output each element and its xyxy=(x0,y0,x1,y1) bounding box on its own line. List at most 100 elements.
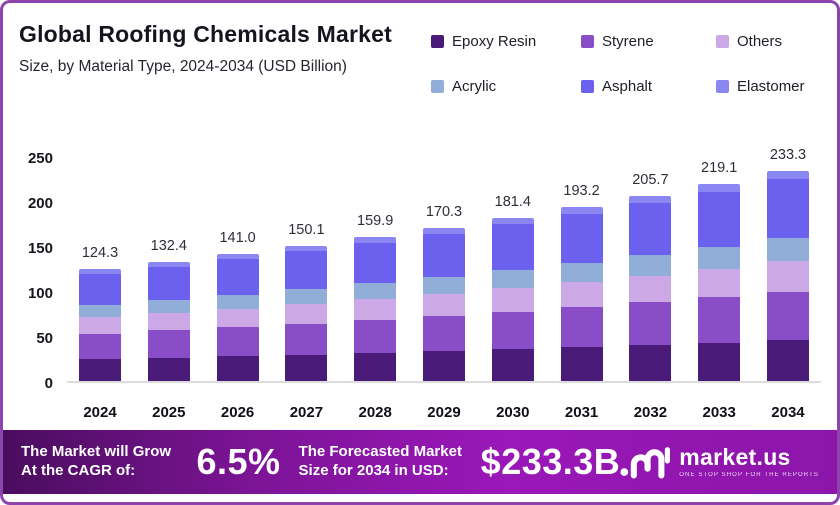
bar-segment-acrylic xyxy=(766,238,809,262)
x-tick-label: 2024 xyxy=(83,404,117,421)
plot-area: 124.3 132.4 141.0 150.1 159.9 170.3 181.4 193.2… xyxy=(67,147,821,383)
x-tick-label: 2030 xyxy=(496,404,530,421)
x-tick-label: 2032 xyxy=(633,404,668,421)
x-tick-label: 2029 xyxy=(427,404,461,421)
legend-item-asphalt: Asphalt xyxy=(581,78,716,95)
bar-segment-epoxy-resin xyxy=(698,342,741,381)
bar-segment-styrene xyxy=(629,302,672,345)
bar-segment-asphalt xyxy=(216,259,259,295)
legend-item-epoxy-resin: Epoxy Resin xyxy=(431,33,581,50)
bar-segment-elastomer xyxy=(216,254,259,260)
bar-segment-asphalt xyxy=(79,273,121,305)
bar-total-label: 141.0 xyxy=(219,230,256,247)
bar-segment-styrene xyxy=(491,311,534,350)
forecast-label: The Forecasted Market Size for 2034 in U… xyxy=(299,443,477,481)
bar-segment-styrene xyxy=(766,291,809,341)
bar-stack xyxy=(285,245,328,381)
bar-segment-acrylic xyxy=(422,276,465,294)
bar-segment-epoxy-resin xyxy=(147,357,190,381)
bar-total-label: 233.3 xyxy=(769,147,807,164)
bar-segment-epoxy-resin xyxy=(422,351,465,381)
cagr-label: The Market will Grow At the CAGR of: xyxy=(21,443,190,481)
bar-total-label: 150.1 xyxy=(288,221,325,238)
bar-segment-acrylic xyxy=(491,269,534,288)
bar-segment-others xyxy=(216,308,259,328)
bar-segment-acrylic xyxy=(147,299,190,314)
bar-segment-acrylic xyxy=(560,262,603,282)
bar-segment-epoxy-resin xyxy=(216,356,259,381)
legend-item-elastomer: Elastomer xyxy=(716,78,821,95)
bar-segment-others xyxy=(491,287,534,312)
bar-segment-asphalt xyxy=(285,251,328,290)
bar-segment-asphalt xyxy=(422,233,465,277)
bar-segment-others xyxy=(285,303,328,324)
legend-swatch-epoxy-resin xyxy=(431,35,444,48)
forecast-value: $233.3B xyxy=(480,441,621,482)
x-tick-label: 2025 xyxy=(152,404,186,421)
bar-segment-acrylic xyxy=(629,255,672,276)
bar-segment-epoxy-resin xyxy=(354,352,397,381)
bar-segment-acrylic xyxy=(79,304,121,318)
bar-column-2028: 159.9 xyxy=(354,213,397,381)
bar-total-label: 170.3 xyxy=(425,203,463,220)
bar-segment-elastomer xyxy=(766,171,809,180)
bar-stack xyxy=(422,227,465,381)
bar-segment-others xyxy=(422,293,465,316)
bar-column-2026: 141.0 xyxy=(216,230,259,381)
x-tick-label: 2033 xyxy=(702,404,736,421)
bar-segment-others xyxy=(560,281,603,308)
bar-segment-styrene xyxy=(79,333,121,360)
header: Global Roofing Chemicals Market Size, by… xyxy=(19,21,429,76)
x-tick-label: 2031 xyxy=(564,404,599,421)
forecast-label-line1: The Forecasted Market xyxy=(298,443,462,461)
legend-label: Styrene xyxy=(602,33,654,50)
x-tick-label: 2027 xyxy=(289,404,324,421)
legend: Epoxy Resin Styrene Others Acrylic Asphalt El… xyxy=(431,33,821,95)
bar-segment-asphalt xyxy=(698,191,741,247)
y-tick-label: 250 xyxy=(27,150,53,167)
bar-segment-asphalt xyxy=(560,214,603,263)
bar-segment-styrene xyxy=(560,307,603,348)
y-tick-label: 100 xyxy=(27,285,53,302)
marketus-logo-mark-icon xyxy=(620,440,671,485)
legend-item-acrylic: Acrylic xyxy=(431,78,581,95)
legend-swatch-others xyxy=(716,35,729,48)
marketus-logo: market.us ONE STOP SHOP FOR THE REPORTS xyxy=(620,440,819,485)
bar-stack xyxy=(147,261,190,381)
bar-column-2030: 181.4 xyxy=(491,194,534,381)
bar-segment-elastomer xyxy=(491,217,534,225)
bar-column-2027: 150.1 xyxy=(285,222,328,381)
bar-stack xyxy=(766,171,809,381)
bar-total-label: 219.1 xyxy=(701,159,738,176)
bar-column-2032: 205.7 xyxy=(629,172,672,381)
bar-segment-elastomer xyxy=(79,269,121,274)
y-tick-label: 0 xyxy=(44,375,53,392)
bar-segment-styrene xyxy=(354,319,397,353)
legend-item-styrene: Styrene xyxy=(581,33,716,50)
y-axis: 0 50 100 150 200 250 xyxy=(13,150,57,392)
bar-segment-others xyxy=(629,275,672,303)
bar-column-2034: 233.3 xyxy=(766,147,809,381)
bar-column-2024: 124.3 xyxy=(79,245,121,381)
bar-stack xyxy=(560,207,603,381)
bar-stack xyxy=(79,269,121,381)
bar-segment-asphalt xyxy=(491,224,534,270)
bar-segment-others xyxy=(354,298,397,320)
bar-stack xyxy=(216,254,259,381)
bar-segment-others xyxy=(147,313,190,331)
y-tick-label: 50 xyxy=(36,330,53,347)
bar-segment-styrene xyxy=(422,315,465,352)
bar-segment-styrene xyxy=(216,327,259,357)
bar-segment-styrene xyxy=(147,330,190,358)
bar-segment-asphalt xyxy=(766,179,809,239)
bar-segment-elastomer xyxy=(354,237,397,243)
x-axis: 2024 2025 2026 2027 2028 2029 2030 2031 2032 2033… xyxy=(67,404,821,421)
legend-swatch-asphalt xyxy=(581,80,594,93)
logo-text: market.us xyxy=(679,444,791,470)
forecast-label-line2: Size for 2034 in USD: xyxy=(298,462,449,479)
legend-label: Asphalt xyxy=(602,78,653,95)
cagr-value: 6.5% xyxy=(196,441,281,482)
bar-segment-asphalt xyxy=(629,203,672,256)
bar-stack xyxy=(698,183,741,381)
